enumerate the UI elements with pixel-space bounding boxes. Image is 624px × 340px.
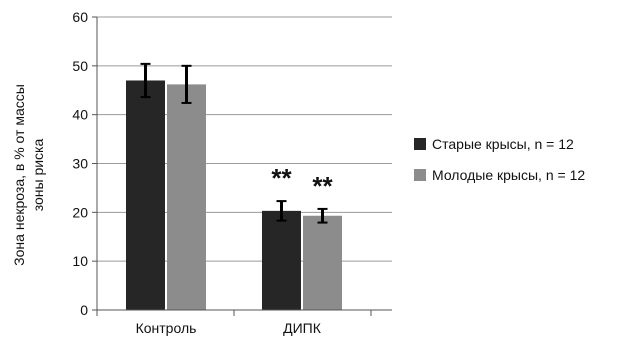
y-tick-label: 60	[72, 9, 88, 25]
legend-label-old: Старые крысы, n = 12	[432, 136, 574, 152]
legend-swatch-young	[414, 169, 426, 181]
x-tick-label: ДИПК	[283, 320, 322, 336]
y-tick-label: 0	[80, 302, 88, 318]
bars	[126, 62, 342, 310]
bar	[303, 215, 342, 310]
legend-swatch-old	[414, 138, 426, 150]
y-axis-title-line-2: зоны риска	[30, 139, 46, 212]
y-tick-label: 50	[72, 58, 88, 74]
y-axis-title: Зона некроза, в % от массы зоны риска	[11, 84, 46, 266]
y-tick-label: 40	[72, 107, 88, 123]
legend-label-young: Молодые крысы, n = 12	[432, 167, 585, 183]
y-tick-label: 20	[72, 204, 88, 220]
y-axis-title-line-1: Зона некроза, в % от массы	[11, 84, 27, 266]
y-tick-label: 30	[72, 156, 88, 172]
tick-labels: 0 10 20 30 40 50 60 Контроль ДИПК ** **	[72, 9, 333, 336]
significance-label: **	[312, 171, 333, 201]
bar	[167, 84, 206, 310]
x-tick-label: Контроль	[136, 320, 197, 336]
bar	[262, 210, 301, 310]
axes	[92, 16, 392, 316]
legend: Старые крысы, n = 12 Молодые крысы, n = …	[414, 136, 585, 183]
y-tick-label: 10	[72, 253, 88, 269]
bar	[126, 80, 165, 310]
significance-label: **	[271, 163, 292, 193]
